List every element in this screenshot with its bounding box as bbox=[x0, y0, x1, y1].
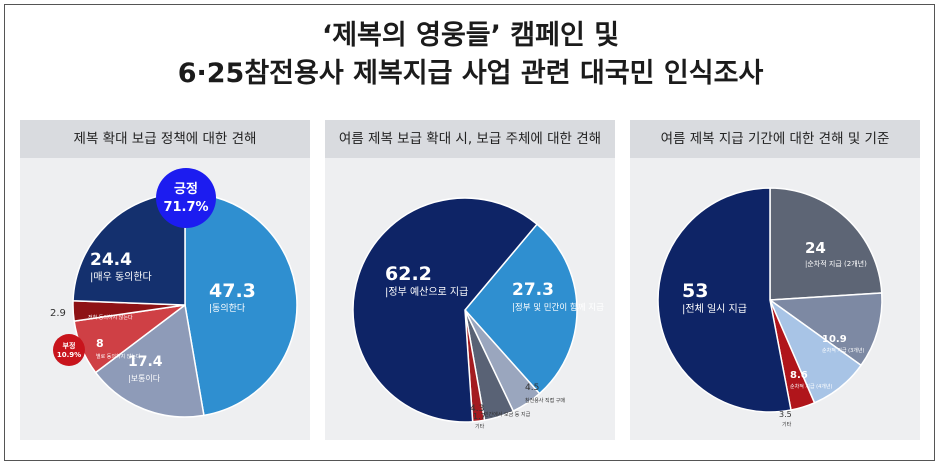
title-line-1: ‘제복의 영웅들’ 캠페인 및 bbox=[321, 20, 620, 51]
panel-period-opinion: 여름 제복 지급 기간에 대한 견해 및 기준 53 |전체 일시 지급 24 … bbox=[630, 120, 920, 440]
slice-value-neutral: 17.4 bbox=[128, 354, 163, 370]
slice-label-other-2: 기타 bbox=[475, 423, 485, 430]
slice-value-other-3: 3.5 bbox=[779, 410, 792, 419]
slice-value-strongly-agree: 24.4 bbox=[90, 250, 132, 270]
panel-3-title: 여름 제복 지급 기간에 대한 견해 및 기준 bbox=[630, 120, 920, 158]
slice-label-government: |정부 예산으로 지급 bbox=[385, 286, 468, 298]
slice-value-government: 62.2 bbox=[385, 263, 432, 285]
slice-label-all-at-once-text: 전체 일시 지급 bbox=[685, 303, 747, 315]
slice-value-2yr: 24 bbox=[805, 239, 826, 257]
slice-label-joint: |정부 및 민간이 함께 지급 bbox=[512, 302, 604, 313]
positive-badge-value: 71.7% bbox=[163, 200, 208, 215]
slice-label-other-3: 기타 bbox=[782, 421, 792, 428]
pie-chart-period: 53 |전체 일시 지급 24 |순차적 지급 (2개년) 10.9 순차적 지… bbox=[657, 187, 883, 428]
panel-provider-opinion: 여름 제복 보급 확대 시, 보급 주체에 대한 견해 62.2 |정부 예산으… bbox=[325, 120, 615, 440]
slice-label-4yr: 순차적 지급 (4개년) bbox=[790, 383, 833, 390]
negative-badge-label: 부정 bbox=[63, 341, 76, 350]
panel-1-title: 제복 확대 보급 정책에 대한 견해 bbox=[20, 120, 310, 158]
pie-0-slice-0 bbox=[184, 192, 298, 417]
pie-1-slice-0 bbox=[464, 223, 578, 395]
slice-value-all-at-once: 53 bbox=[682, 280, 708, 302]
pie-1-slice-4 bbox=[352, 197, 539, 423]
slice-value-joint: 27.3 bbox=[512, 280, 554, 300]
panel-2-title: 여름 제복 보급 확대 시, 보급 주체에 대한 견해 bbox=[325, 120, 615, 158]
slice-label-agree: |동의한다 bbox=[209, 303, 246, 314]
slice-label-strongly-disagree: 전혀 동의하지 않는다 bbox=[88, 314, 133, 321]
pie-2-slice-0 bbox=[769, 187, 883, 301]
slice-value-private: 4.3 bbox=[470, 404, 484, 414]
slice-value-agree: 47.3 bbox=[209, 280, 256, 302]
slice-label-agree-text: 동의한다 bbox=[212, 303, 246, 314]
pie-0-slice-1 bbox=[94, 303, 205, 418]
slice-label-strongly-agree-text: 매우 동의한다 bbox=[93, 271, 151, 283]
slice-label-all-at-once: |전체 일시 지급 bbox=[682, 303, 747, 315]
pie-2-slice-4 bbox=[657, 187, 792, 413]
slice-label-government-text: 정부 예산으로 지급 bbox=[388, 286, 468, 298]
slice-label-disagree: 별로 동의하지 않는다 bbox=[96, 353, 141, 360]
slice-label-2yr-text: 순차적 지급 (2개년) bbox=[807, 259, 867, 268]
title-line-2: 6·25참전용사 제복지급 사업 관련 대국민 인식조사 bbox=[177, 58, 764, 89]
slice-label-self-purchase: 참전용사 직접 구매 bbox=[525, 397, 565, 404]
slice-label-private: 민간에서 모금 등 지급 bbox=[484, 411, 531, 418]
slice-label-neutral-text: 보통이다 bbox=[131, 373, 161, 383]
slice-label-neutral: |보통이다 bbox=[128, 373, 161, 383]
negative-badge bbox=[53, 334, 85, 366]
infographic-frame: ‘제복의 영웅들’ 캠페인 및 6·25참전용사 제복지급 사업 관련 대국민 … bbox=[4, 4, 935, 461]
page-title: ‘제복의 영웅들’ 캠페인 및 6·25참전용사 제복지급 사업 관련 대국민 … bbox=[5, 17, 936, 93]
slice-value-4yr: 8.6 bbox=[790, 370, 808, 381]
positive-badge bbox=[156, 168, 216, 228]
negative-badge-value: 10.9% bbox=[57, 351, 81, 359]
slice-label-strongly-agree: |매우 동의한다 bbox=[90, 271, 152, 283]
slice-value-self-purchase: 4.5 bbox=[525, 383, 539, 393]
panel-policy-opinion: 제복 확대 보급 정책에 대한 견해 47.3 |동의한다 17.4 |보통이다… bbox=[20, 120, 310, 440]
slice-label-joint-text: 정부 및 민간이 함께 지급 bbox=[515, 302, 604, 313]
slice-value-other-2: 1.7 bbox=[473, 412, 486, 421]
pie-chart-policy: 47.3 |동의한다 17.4 |보통이다 8 별로 동의하지 않는다 2.9 … bbox=[50, 168, 298, 418]
slice-label-2yr: |순차적 지급 (2개년) bbox=[805, 259, 867, 268]
pie-chart-provider: 62.2 |정부 예산으로 지급 27.3 |정부 및 민간이 함께 지급 4.… bbox=[352, 197, 604, 430]
slice-value-disagree: 8 bbox=[96, 337, 104, 350]
slice-value-strongly-disagree: 2.9 bbox=[50, 308, 66, 319]
positive-badge-label: 긍정 bbox=[174, 181, 198, 197]
pie-2-slice-1 bbox=[767, 292, 883, 367]
slice-label-3yr: 순차적 지급 (3개년) bbox=[822, 347, 865, 354]
slice-value-3yr: 10.9 bbox=[822, 334, 847, 345]
